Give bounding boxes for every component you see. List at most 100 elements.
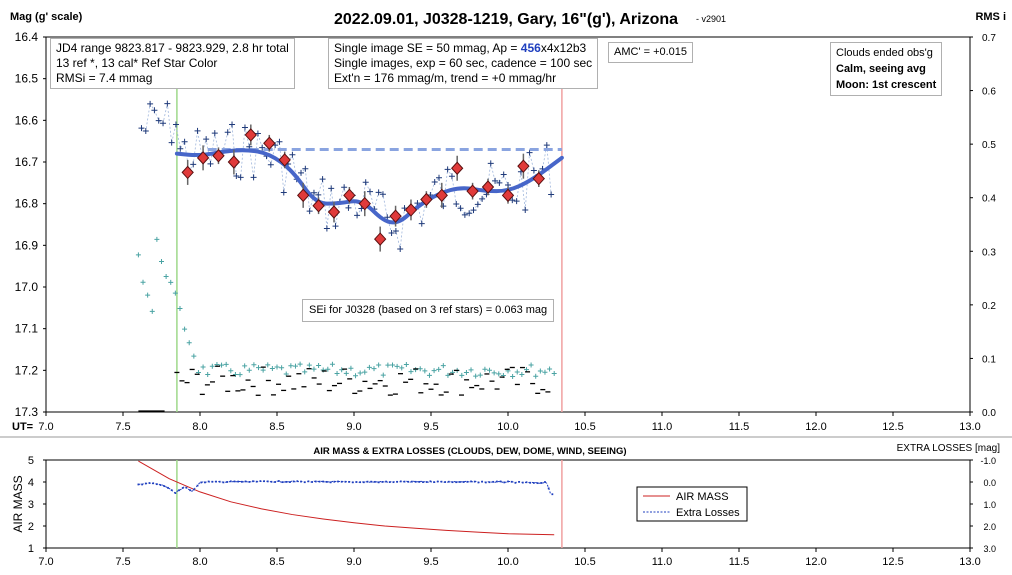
unbinned-point bbox=[310, 189, 317, 196]
unbinned-point bbox=[345, 204, 352, 211]
binned-point bbox=[227, 155, 241, 169]
cal-star-point bbox=[477, 372, 483, 378]
extra-losses-point bbox=[259, 480, 262, 483]
unbinned-point bbox=[194, 127, 201, 134]
extra-losses-point bbox=[277, 480, 280, 482]
x-tick-label: 11.5 bbox=[729, 421, 750, 433]
x-tick-label: 9.0 bbox=[346, 421, 361, 433]
cal-star-point bbox=[510, 373, 516, 379]
unbinned-point bbox=[298, 169, 305, 176]
info-se-pre: Single image SE = 50 mmag, Ap = bbox=[334, 41, 521, 55]
extra-losses-point bbox=[155, 483, 158, 486]
cal-star-point bbox=[445, 372, 451, 378]
bottom-y-tick-label: 2 bbox=[28, 521, 34, 533]
extra-losses-point bbox=[514, 481, 517, 484]
unbinned-point bbox=[444, 166, 451, 173]
extra-losses-point bbox=[355, 481, 358, 483]
cal-star-point bbox=[242, 363, 248, 369]
extra-losses-point bbox=[192, 488, 195, 491]
extra-losses-point bbox=[218, 480, 221, 483]
binned-point bbox=[466, 184, 479, 198]
binned-point bbox=[263, 136, 276, 150]
bottom-x-tick-label: 9.5 bbox=[423, 556, 438, 568]
cal-star-point bbox=[251, 362, 257, 368]
cal-star-point bbox=[205, 371, 211, 377]
extra-losses-point bbox=[307, 480, 310, 483]
unbinned-point bbox=[522, 207, 529, 214]
extra-losses-point bbox=[178, 489, 180, 492]
extra-losses-point bbox=[215, 480, 217, 483]
unbinned-point bbox=[457, 205, 464, 212]
unbinned-point bbox=[509, 197, 516, 204]
unbinned-point bbox=[328, 185, 335, 192]
bottom-y-label: AIR MASS bbox=[11, 475, 25, 532]
y2-tick-label: 0.1 bbox=[982, 354, 996, 365]
extra-losses-point bbox=[433, 481, 435, 484]
cal-star-point bbox=[172, 290, 178, 296]
x-tick-label: 7.0 bbox=[38, 421, 53, 433]
extra-losses-point bbox=[499, 480, 502, 483]
binned-point bbox=[374, 232, 387, 246]
info-se-line: Single image SE = 50 mmag, Ap = 456x4x12… bbox=[334, 41, 592, 56]
y2-tick-label: 0.0 bbox=[982, 408, 996, 419]
info-range-line: JD4 range 9823.817 - 9823.929, 2.8 hr to… bbox=[56, 41, 289, 55]
extra-losses-point bbox=[488, 481, 491, 484]
cal-star-point bbox=[380, 372, 386, 378]
extra-losses-point bbox=[540, 482, 543, 484]
cal-star-point bbox=[209, 363, 215, 369]
unbinned-point bbox=[267, 161, 274, 168]
unbinned-point bbox=[548, 191, 555, 198]
extra-losses-point bbox=[296, 480, 299, 483]
extra-losses-point bbox=[536, 482, 539, 485]
unbinned-point bbox=[323, 225, 330, 232]
cal-star-point bbox=[149, 308, 155, 314]
cal-star-point bbox=[436, 366, 442, 372]
cal-star-point bbox=[168, 279, 174, 285]
cal-star-point bbox=[279, 365, 285, 371]
cal-star-point bbox=[473, 373, 479, 379]
cal-star-point bbox=[463, 370, 469, 376]
right-axis-label: RMS i bbox=[975, 11, 1006, 23]
unbinned-point bbox=[392, 227, 399, 234]
unbinned-point bbox=[211, 130, 218, 137]
cal-star-point bbox=[325, 366, 331, 372]
info-ap-value: 456 bbox=[520, 41, 541, 55]
info-box-range: JD4 range 9823.817 - 9823.929, 2.8 hr to… bbox=[50, 38, 295, 89]
extra-losses-point bbox=[292, 480, 295, 483]
extra-losses-point bbox=[204, 481, 206, 484]
unbinned-point bbox=[302, 165, 309, 172]
extra-losses-point bbox=[337, 480, 339, 483]
extra-losses-point bbox=[359, 481, 362, 484]
y2-tick-label: 0.5 bbox=[982, 140, 996, 151]
bottom-x-tick-label: 7.0 bbox=[38, 556, 53, 568]
extra-losses-point bbox=[248, 480, 251, 483]
extra-losses-point bbox=[399, 480, 402, 483]
legend-label-extra-losses: Extra Losses bbox=[676, 507, 740, 519]
cal-star-point bbox=[394, 363, 400, 369]
binned-point bbox=[327, 205, 341, 219]
cal-star-point bbox=[459, 372, 465, 378]
extra-losses-point bbox=[470, 480, 472, 483]
bottom-y2-tick-label: 3.0 bbox=[983, 544, 996, 554]
extra-losses-point bbox=[462, 481, 465, 483]
extra-losses-point bbox=[333, 480, 336, 483]
x-tick-label: 8.5 bbox=[269, 421, 284, 433]
binned-point bbox=[297, 188, 310, 203]
unbinned-point bbox=[160, 120, 167, 127]
extra-losses-point bbox=[510, 480, 513, 483]
cal-star-point bbox=[371, 366, 377, 372]
extra-losses-point bbox=[240, 480, 243, 483]
unbinned-point bbox=[315, 191, 322, 198]
extra-losses-point bbox=[366, 480, 369, 483]
extra-losses-point bbox=[325, 480, 328, 483]
bottom-x-tick-label: 12.5 bbox=[882, 556, 903, 568]
unbinned-point bbox=[233, 173, 240, 180]
info-rms-line: RMSi = 7.4 mmag bbox=[56, 71, 153, 85]
cond-calm: Calm, seeing avg bbox=[836, 63, 926, 75]
extra-losses-point bbox=[200, 481, 203, 484]
cal-star-point bbox=[376, 362, 382, 368]
extra-losses-point bbox=[322, 480, 325, 483]
cal-star-point bbox=[514, 369, 520, 375]
cal-star-point bbox=[269, 366, 275, 372]
y-tick-label: 17.2 bbox=[15, 363, 39, 377]
